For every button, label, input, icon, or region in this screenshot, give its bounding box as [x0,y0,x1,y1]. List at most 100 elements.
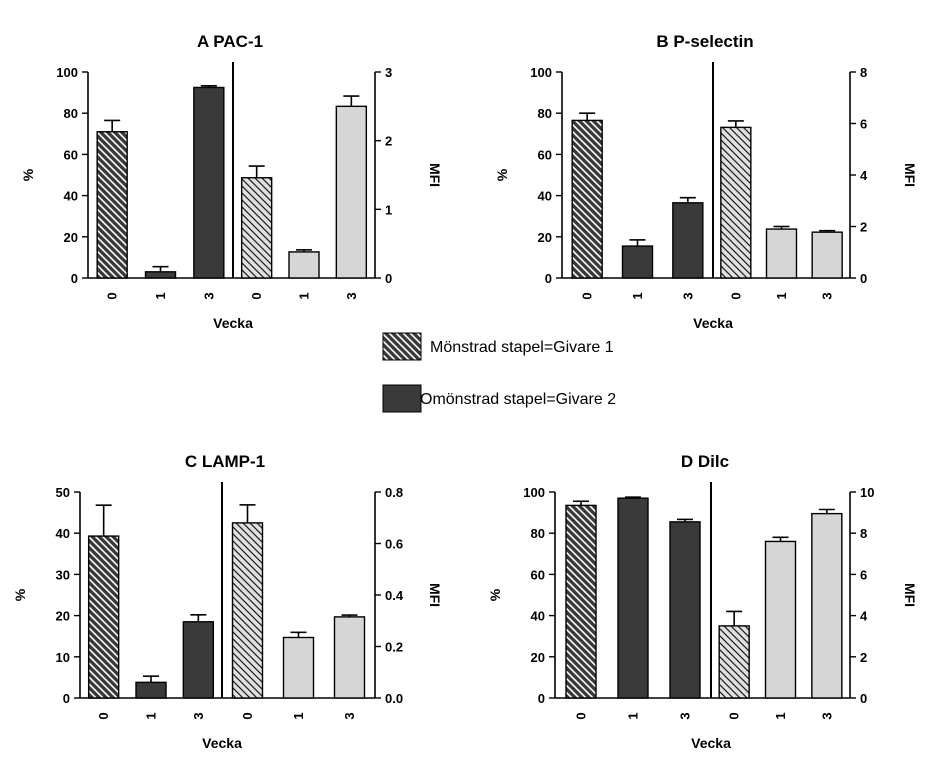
x-tick-label: 3 [819,712,834,719]
bar-pct-week-1 [135,681,167,699]
x-tick-label: 1 [626,712,641,719]
y-axis-label-right: MFI [902,583,918,607]
bar-pct-week-0 [87,535,120,699]
y-tick-label-right: 8 [860,526,867,541]
legend-swatch-solid [382,384,422,413]
legend-label-hatched: Mönstrad stapel=Givare 1 [430,339,614,356]
bar-mfi-week-3 [335,105,368,279]
y-tick-label-right: 6 [860,117,867,132]
y-tick-label-right: 3 [385,65,392,80]
x-tick-label: 3 [191,712,206,719]
x-axis-label: Vecka [693,315,733,331]
x-tick-label: 0 [728,292,743,299]
x-axis-label: Vecka [691,735,731,751]
y-axis-label-right: MFI [427,163,443,187]
bar-pct-week-0 [96,131,128,279]
bar-mfi-week-0 [240,177,273,279]
y-tick-label-left: 80 [538,106,552,121]
x-tick-label: 3 [680,292,695,299]
y-tick-label-right: 0 [385,271,392,286]
y-tick-label-right: 0.0 [385,691,403,706]
x-tick-label: 3 [344,292,359,299]
chart-panel-a: A PAC-1 0 20 40 60 80 100 0 1 2 3% MFI Vecka 0 1 3 0 1 3 [20,32,443,331]
x-tick-label: 0 [240,712,255,719]
y-tick-label-left: 100 [530,65,552,80]
bar-pct-week-3 [669,521,701,699]
y-tick-label-left: 60 [531,567,545,582]
y-axis-label-left: % [494,168,510,181]
y-tick-label-left: 80 [64,106,78,121]
x-tick-label: 1 [774,292,789,299]
x-tick-label: 0 [574,712,589,719]
y-tick-label-left: 0 [545,271,552,286]
x-tick-label: 0 [96,712,111,719]
y-tick-label-left: 20 [538,230,552,245]
legend: Mönstrad stapel=Givare 1 Omönstrad stape… [382,332,616,413]
y-tick-label-left: 100 [523,485,545,500]
bar-pct-week-3 [182,621,215,699]
y-tick-label-right: 8 [860,65,867,80]
y-tick-label-left: 60 [538,147,552,162]
y-tick-label-left: 20 [531,650,545,665]
y-tick-label-right: 0.6 [385,537,403,552]
chart-panel-d: D Dilc 0 20 40 60 80 100 0 2 4 6 8 10% MFI Vecka 0 1 3 0 1 3 [487,452,918,751]
x-tick-label: 1 [297,292,312,299]
x-tick-label: 1 [153,292,168,299]
y-tick-label-right: 4 [860,609,868,624]
bar-pct-week-1 [621,245,654,279]
chart-panel-b: B P-selectin 0 20 40 60 80 100 0 2 4 6 8% MFI Vecka 0 1… [494,32,918,331]
panel-title: B P-selectin [656,32,753,51]
panel-title: D Dilc [681,452,729,471]
y-tick-label-left: 80 [531,526,545,541]
bar-pct-week-0 [565,504,597,699]
y-tick-label-left: 20 [64,230,78,245]
y-axis-label-left: % [487,588,503,601]
y-tick-label-left: 40 [531,609,545,624]
bar-mfi-week-1 [764,540,797,699]
y-tick-label-right: 2 [385,134,392,149]
panel-title: A PAC-1 [197,32,263,51]
bar-mfi-week-1 [288,251,320,279]
bar-mfi-week-3 [811,231,843,279]
x-tick-label: 3 [342,712,357,719]
x-tick-label: 0 [580,292,595,299]
y-tick-label-right: 0.8 [385,485,403,500]
x-tick-label: 0 [249,292,264,299]
bar-mfi-week-1 [765,228,798,279]
bar-mfi-week-0 [231,522,264,699]
x-axis-label: Vecka [213,315,253,331]
x-axis-label: Vecka [202,735,242,751]
y-tick-label-right: 0.2 [385,640,403,655]
y-tick-label-right: 6 [860,567,867,582]
y-tick-label-left: 30 [56,567,70,582]
y-tick-label-left: 10 [56,650,70,665]
x-tick-label: 1 [144,712,159,719]
y-tick-label-right: 2 [860,650,867,665]
y-tick-label-right: 4 [860,168,868,183]
x-tick-label: 3 [820,292,835,299]
y-tick-label-right: 10 [860,485,874,500]
bar-pct-week-1 [617,497,649,699]
y-axis-label-left: % [12,588,28,601]
bar-pct-week-3 [193,86,225,279]
y-tick-label-left: 40 [56,526,70,541]
bar-mfi-week-0 [720,126,752,279]
y-tick-label-left: 100 [56,65,78,80]
x-tick-label: 1 [773,712,788,719]
x-tick-label: 0 [727,712,742,719]
bar-pct-week-1 [144,271,177,279]
y-tick-label-right: 0 [860,271,867,286]
y-tick-label-right: 1 [385,202,392,217]
bar-pct-week-0 [571,119,603,279]
y-tick-label-left: 0 [71,271,78,286]
panel-title: C LAMP-1 [185,452,265,471]
y-tick-label-left: 40 [538,189,552,204]
y-tick-label-left: 40 [64,189,78,204]
bar-mfi-week-0 [718,625,750,699]
x-tick-label: 3 [678,712,693,719]
y-tick-label-left: 0 [63,691,70,706]
y-tick-label-right: 0.4 [385,588,404,603]
legend-label-solid: Omönstrad stapel=Givare 2 [420,391,616,408]
y-axis-label-left: % [20,168,36,181]
